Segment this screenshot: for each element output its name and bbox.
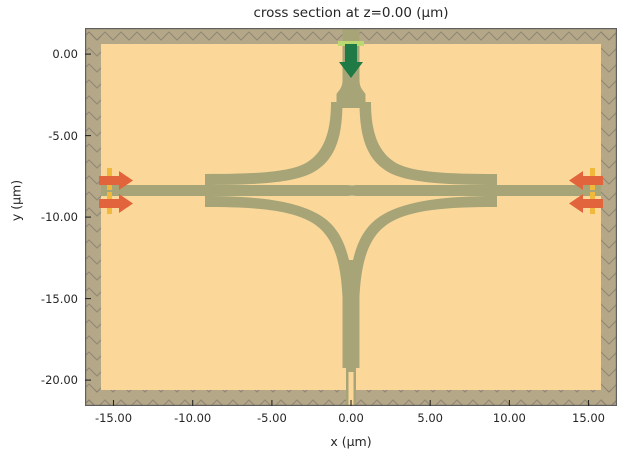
y-tick-label: -20.00 [40,373,78,388]
y-tick-label: -15.00 [40,291,78,306]
x-tick-label: -15.00 [94,411,133,425]
source-arrow-icon [339,44,363,78]
y-tick-label: -5.00 [48,128,78,143]
vertical-output-waveguide [342,260,360,406]
monitor-arrow-icon [569,171,603,190]
monitor-arrow-icon [99,194,133,213]
x-axis-ticks: -15.00 -10.00 -5.00 0.00 5.00 10.00 15.0… [85,411,617,429]
monitor-left-upper [99,168,133,190]
page-title: cross section at z=0.00 (µm) [253,5,449,21]
plot-area[interactable] [85,28,617,406]
monitor-left-lower [99,192,133,214]
x-axis-label: x (µm) [330,434,372,449]
vertical-output-slot-fill [348,372,354,406]
splitter-left-upper-bend [205,102,343,185]
y-axis-ticks: 0.00 -5.00 -10.00 -15.00 -20.00 [0,28,78,406]
pml-left-hatch [85,28,101,406]
axis-tick-marks [85,53,590,406]
y-axis-label: y (µm) [8,179,24,222]
splitter-right-upper-bend [359,102,497,185]
x-tick-label: -10.00 [174,411,212,425]
x-tick-label: -5.00 [257,411,287,425]
y-tick-label: 0.00 [52,47,78,62]
source-region [338,41,364,78]
monitor-right-lower [569,192,603,214]
source-plane-line [338,41,364,46]
x-tick-label: 5.00 [417,411,443,425]
pml-right-hatch [601,28,617,406]
right-horizontal-waveguide [343,185,601,196]
left-horizontal-waveguide [101,185,361,196]
x-tick-label: 10.00 [492,411,526,425]
x-tick-label: 15.00 [572,411,605,425]
monitor-arrow-icon [569,194,603,213]
monitor-right-upper [569,168,603,190]
x-tick-label: 0.00 [338,411,364,425]
monitor-arrow-icon [99,171,133,190]
y-tick-label: -10.00 [40,210,78,225]
